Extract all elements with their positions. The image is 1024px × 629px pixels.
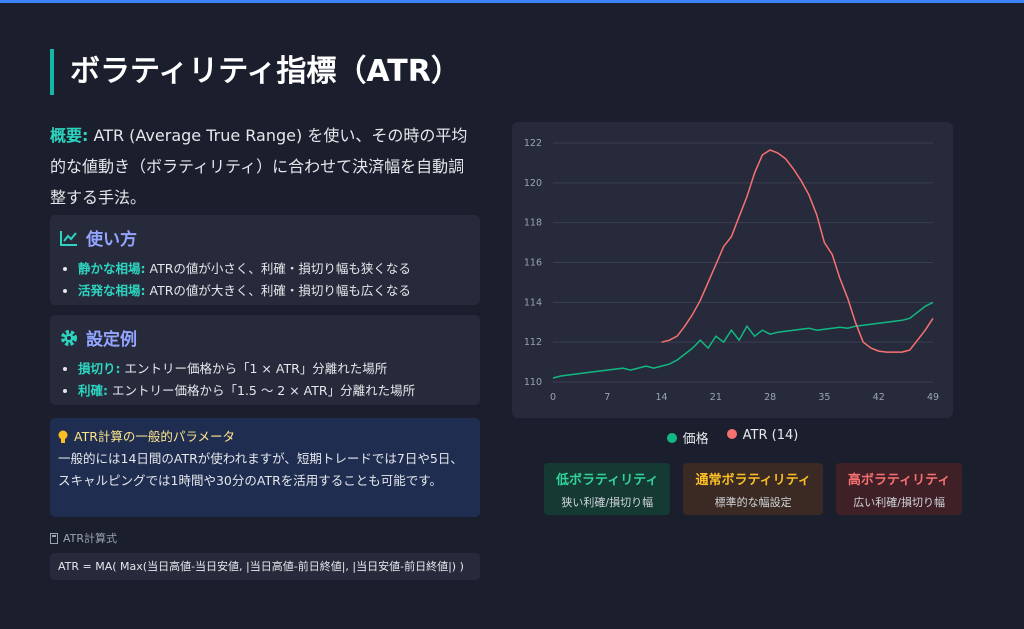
item-label: 静かな相場: [78, 261, 146, 276]
calc-icon [50, 532, 58, 544]
item-text: ATRの値が小さく、利確・損切り幅も狭くなる [149, 261, 411, 276]
x-tick-label: 42 [873, 392, 885, 403]
y-tick-label: 118 [524, 218, 542, 229]
x-tick-label: 21 [710, 392, 722, 403]
top-bar [0, 0, 1024, 3]
volatility-badge: 通常ボラティリティ 標準的な幅設定 [683, 463, 823, 515]
item-text: エントリー価格から「1 × ATR」分離れた場所 [124, 361, 388, 376]
bullet-item: 静かな相場: ATRの値が小さく、利確・損切り幅も狭くなる [78, 258, 472, 280]
bullet-item: 損切り: エントリー価格から「1 × ATR」分離れた場所 [78, 358, 472, 380]
x-tick-label: 0 [550, 392, 556, 403]
item-label: 利確: [78, 383, 108, 398]
overview: 概要: ATR (Average True Range) を使い、その時の平均的… [50, 120, 480, 213]
usage-card: 使い方 静かな相場: ATRの値が小さく、利確・損切り幅も狭くなる活発な相場: … [50, 215, 480, 305]
item-text: エントリー価格から「1.5 〜 2 × ATR」分離れた場所 [111, 383, 416, 398]
item-label: 活発な相場: [78, 283, 146, 298]
y-tick-label: 110 [524, 377, 542, 388]
settings-card: 設定例 損切り: エントリー価格から「1 × ATR」分離れた場所利確: エント… [50, 315, 480, 405]
settings-title: 設定例 [86, 330, 137, 350]
legend-item: 価格 [666, 428, 709, 447]
chart-card: 110 112 114 116 118 120 122 0 7 14 21 28 35 42 49 [512, 122, 953, 418]
x-tick-label: 28 [764, 392, 776, 403]
x-tick-label: 49 [927, 392, 939, 403]
settings-heading: 設定例 [60, 325, 472, 350]
legend-swatch [666, 433, 677, 443]
overview-text: ATR (Average True Range) を使い、その時の平均的な値動き… [50, 126, 468, 207]
volatility-badge: 高ボラティリティ 広い利確/損切り幅 [835, 463, 963, 515]
tip-text: 一般的には14日間のATRが使われますが、短期トレードでは7日や5日、スキャルピ… [58, 451, 463, 488]
formula-label-row: ATR計算式 [50, 530, 117, 546]
y-tick-label: 114 [524, 297, 542, 308]
legend-label: ATR (14) [742, 428, 799, 443]
usage-title: 使い方 [86, 230, 137, 250]
badges: 低ボラティリティ 狭い利確/損切り幅 通常ボラティリティ 標準的な幅設定 高ボラティリテ… [544, 463, 963, 515]
y-tick-label: 112 [524, 337, 542, 348]
badge-title: 高ボラティリティ [847, 472, 951, 488]
badge-title: 低ボラティリティ [556, 472, 659, 488]
item-text: ATRの値が大きく、利確・損切り幅も広くなる [149, 283, 411, 298]
bulb-icon [58, 430, 68, 443]
x-tick-label: 7 [604, 392, 610, 403]
legend-item: ATR (14) [726, 428, 799, 447]
bullet-item: 活発な相場: ATRの値が大きく、利確・損切り幅も広くなる [78, 280, 472, 302]
chart-icon [60, 230, 77, 246]
badge-title: 通常ボラティリティ [695, 472, 811, 488]
tip-box: ATR計算の一般的パラメータ 一般的には14日間のATRが使われますが、短期トレ… [50, 418, 480, 517]
tip-title: ATR計算の一般的パラメータ [74, 429, 236, 444]
legend: 価格 ATR (14) [512, 428, 953, 447]
y-tick-label: 122 [524, 138, 542, 149]
badge-subtitle: 標準的な幅設定 [714, 495, 792, 509]
y-tick-label: 116 [524, 258, 542, 269]
x-tick-label: 14 [656, 392, 668, 403]
volatility-badge: 低ボラティリティ 狭い利確/損切り幅 [544, 463, 671, 515]
y-tick-label: 120 [524, 178, 542, 189]
badge-subtitle: 狭い利確/損切り幅 [561, 495, 654, 509]
badge-subtitle: 広い利確/損切り幅 [853, 495, 945, 509]
bullet-item: 利確: エントリー価格から「1.5 〜 2 × ATR」分離れた場所 [78, 380, 472, 402]
overview-label: 概要: [50, 126, 89, 145]
legend-swatch [726, 429, 737, 439]
usage-heading: 使い方 [60, 225, 472, 250]
gear-icon [61, 329, 77, 346]
legend-label: 価格 [682, 432, 709, 447]
chart: 110 112 114 116 118 120 122 0 7 14 21 28 35 42 49 [524, 138, 939, 403]
formula-label: ATR計算式 [63, 532, 118, 545]
page-title: ボラティリティ指標（ATR） [50, 49, 461, 95]
usage-list: 静かな相場: ATRの値が小さく、利確・損切り幅も狭くなる活発な相場: ATRの… [58, 258, 472, 302]
formula-box: ATR = MA( Max(当日高値-当日安値, |当日高値-前日終値|, |当… [50, 553, 480, 580]
series-line [552, 301, 934, 379]
tip-heading: ATR計算の一般的パラメータ [58, 426, 472, 448]
series-line [661, 149, 934, 353]
settings-list: 損切り: エントリー価格から「1 × ATR」分離れた場所利確: エントリー価格… [58, 358, 472, 402]
item-label: 損切り: [78, 361, 121, 376]
x-tick-label: 35 [818, 392, 830, 403]
